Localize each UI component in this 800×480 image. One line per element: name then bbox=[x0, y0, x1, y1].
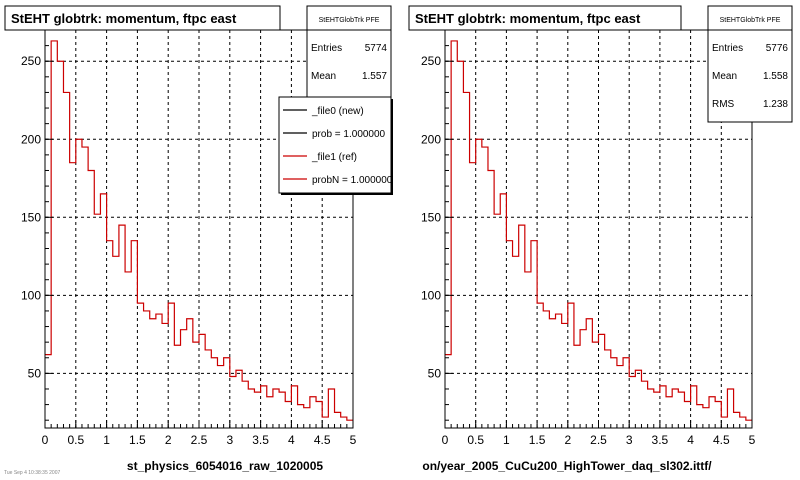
x-tick-label: 1 bbox=[103, 433, 110, 447]
histogram-title: StEHT globtrk: momentum, ftpc east bbox=[11, 11, 237, 26]
legend-entries: _file0 (new) prob = 1.000000 _file1 (ref) p… bbox=[283, 106, 393, 186]
x-tick-label: 0 bbox=[442, 433, 449, 447]
legend-box bbox=[278, 96, 392, 194]
x-tick-label: 0.5 bbox=[467, 433, 484, 447]
stats-label: Entries bbox=[311, 43, 342, 54]
x-tick-label: 4.5 bbox=[314, 433, 331, 447]
stats-label: Entries bbox=[712, 43, 743, 54]
x-tick-label: 4 bbox=[288, 433, 295, 447]
x-axis-label: on/year_2005_CuCu200_HighTower_daq_sl302… bbox=[422, 459, 712, 473]
y-tick-label: 200 bbox=[421, 132, 441, 146]
stats-label: Mean bbox=[712, 71, 737, 82]
x-tick-label: 3 bbox=[226, 433, 233, 447]
stats-title: StEHTGlobTrk PFE bbox=[720, 17, 781, 24]
x-tick-label: 3.5 bbox=[252, 433, 269, 447]
stats-label: RMS bbox=[712, 99, 735, 110]
title-box bbox=[4, 5, 281, 31]
y-tick-label: 150 bbox=[421, 210, 441, 224]
y-tick-label: 100 bbox=[21, 288, 41, 302]
x-tick-label: 5 bbox=[350, 433, 357, 447]
stats-label: Mean bbox=[311, 71, 336, 82]
legend-label: _file0 (new) bbox=[311, 106, 364, 117]
legend-label: probN = 1.000000 bbox=[312, 175, 393, 186]
histogram-series-line bbox=[445, 40, 752, 421]
y-tick-label: 250 bbox=[421, 54, 441, 68]
x-tick-label: 1.5 bbox=[529, 433, 546, 447]
legend-label: prob = 1.000000 bbox=[312, 129, 386, 140]
stats-value: 1.557 bbox=[362, 71, 387, 82]
x-tick-label: 3 bbox=[626, 433, 633, 447]
x-tick-label: 2.5 bbox=[590, 433, 607, 447]
stats-value: 5776 bbox=[766, 43, 789, 54]
x-tick-label: 1 bbox=[503, 433, 510, 447]
x-tick-label: 1.5 bbox=[129, 433, 146, 447]
x-tick-label: 2.5 bbox=[191, 433, 208, 447]
stats-value: 1.558 bbox=[763, 71, 788, 82]
x-axis-label: st_physics_6054016_raw_1020005 bbox=[127, 459, 323, 473]
y-tick-label: 200 bbox=[21, 132, 41, 146]
x-tick-label: 5 bbox=[749, 433, 756, 447]
x-tick-label: 4.5 bbox=[713, 433, 730, 447]
histogram-panel-right: 0 0.5 1 1.5 2 2.5 3 3.5 4 4.5 5 50 100 150 200 250 StEHT… bbox=[408, 5, 793, 473]
y-tick-label: 100 bbox=[421, 288, 441, 302]
stats-title: StEHTGlobTrk PFE bbox=[319, 17, 380, 24]
stats-value: 5774 bbox=[365, 43, 388, 54]
histogram-series-line bbox=[45, 40, 353, 421]
y-tick-label: 150 bbox=[21, 210, 41, 224]
x-tick-label: 0 bbox=[42, 433, 49, 447]
histogram-panel-left: 0 0.5 1 1.5 2 2.5 3 3.5 4 4.5 5 50 100 150 200 250 StEHT… bbox=[4, 5, 393, 473]
histogram-title: StEHT globtrk: momentum, ftpc east bbox=[415, 11, 641, 26]
y-tick-label: 50 bbox=[28, 366, 42, 380]
y-tick-label: 250 bbox=[21, 54, 41, 68]
legend-label: _file1 (ref) bbox=[311, 152, 357, 163]
x-tick-label: 3.5 bbox=[652, 433, 669, 447]
x-tick-label: 2 bbox=[564, 433, 571, 447]
stats-value: 1.238 bbox=[763, 99, 788, 110]
stats-box bbox=[707, 5, 793, 123]
x-tick-label: 0.5 bbox=[67, 433, 84, 447]
footer-timestamp: Tue Sep 4 10:38:35 2007 bbox=[4, 470, 60, 476]
x-tick-label: 4 bbox=[687, 433, 694, 447]
x-tick-label: 2 bbox=[165, 433, 172, 447]
y-tick-label: 50 bbox=[428, 366, 442, 380]
title-box bbox=[408, 5, 682, 31]
